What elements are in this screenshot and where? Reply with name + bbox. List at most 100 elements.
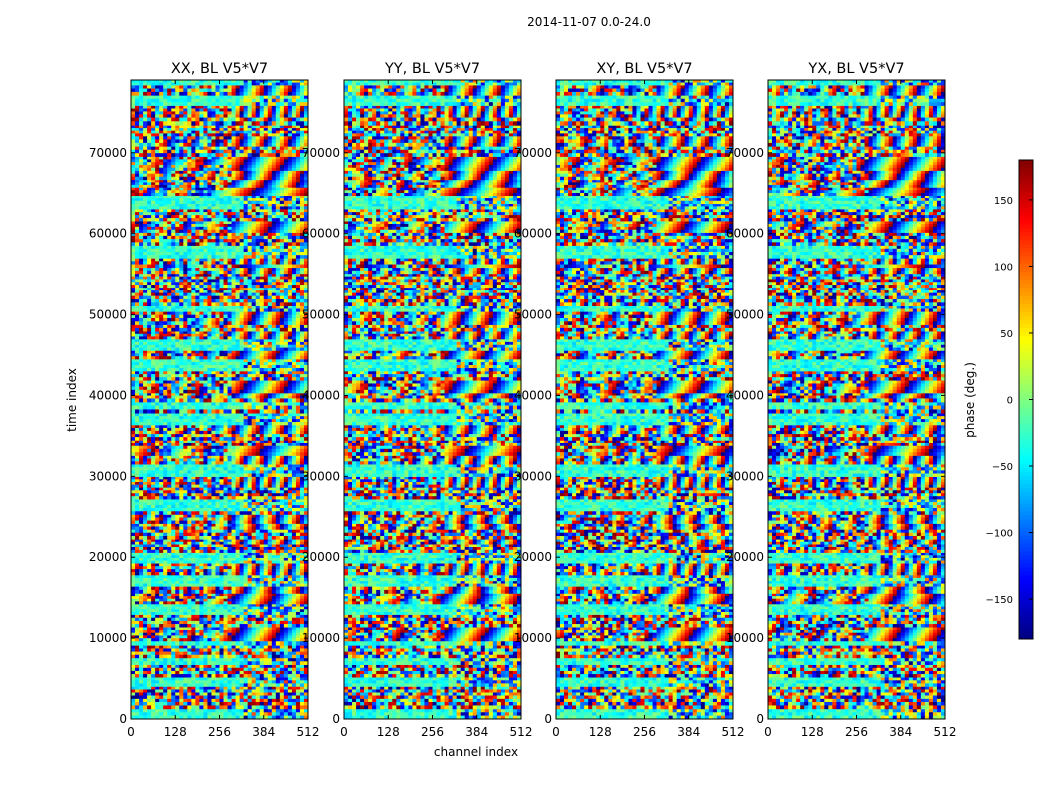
colorbar-segment (1019, 175, 1033, 181)
colorbar-segment (1019, 575, 1033, 580)
colorbar-segment (1019, 367, 1033, 372)
x-tick-label: 128 (377, 725, 400, 739)
colorbar-segment (1019, 559, 1033, 564)
colorbar-segment (1019, 619, 1033, 624)
colorbar-segment (1019, 435, 1033, 440)
colorbar-segment (1019, 171, 1033, 177)
colorbar-segment (1019, 243, 1033, 249)
colorbar-tick-label: 150 (994, 196, 1013, 207)
colorbar-segment (1019, 459, 1033, 464)
colorbar-tick-label: −100 (986, 529, 1013, 540)
panel-title: YY, BL V5*V7 (384, 61, 480, 77)
x-tick-label: 256 (845, 725, 868, 739)
colorbar-segment (1019, 615, 1033, 620)
x-tick-label: 512 (297, 725, 320, 739)
colorbar-segment (1019, 519, 1033, 524)
x-tick-label: 0 (340, 725, 348, 739)
colorbar-segment (1019, 259, 1033, 265)
heatmap-panels: XX, BL V5*V7 0 128 256 384 512 0 10000 20000 3000… (89, 61, 957, 739)
colorbar-segment (1019, 491, 1033, 496)
colorbar-segment (1019, 219, 1033, 225)
y-tick-label: 50000 (514, 308, 552, 322)
colorbar-segment (1019, 183, 1033, 189)
y-tick-label: 60000 (302, 227, 340, 241)
heatmap-image (556, 80, 733, 719)
colorbar-segment (1019, 411, 1033, 416)
colorbar-segment (1019, 327, 1033, 333)
colorbar-segment (1019, 547, 1033, 552)
colorbar-segment (1019, 495, 1033, 500)
colorbar-segment (1019, 163, 1033, 169)
colorbar-segment (1019, 343, 1033, 349)
colorbar-segment (1019, 263, 1033, 269)
colorbar-segment (1019, 483, 1033, 488)
colorbar-segment (1019, 275, 1033, 281)
y-tick-label: 10000 (514, 631, 552, 645)
colorbar-segment (1019, 471, 1033, 476)
colorbar-segment (1019, 347, 1033, 352)
x-tick-label: 128 (589, 725, 612, 739)
colorbar-segment (1019, 407, 1033, 412)
colorbar-tick-label: 100 (994, 262, 1013, 273)
colorbar-segment (1019, 375, 1033, 380)
colorbar-label: phase (deg.) (963, 362, 977, 438)
colorbar-segment (1019, 339, 1033, 345)
colorbar-segment (1019, 199, 1033, 205)
colorbar-segment (1019, 603, 1033, 608)
y-axis-label: time index (65, 368, 79, 432)
colorbar-segment (1019, 583, 1033, 588)
colorbar-segment (1019, 235, 1033, 241)
colorbar-segment (1019, 227, 1033, 233)
colorbar-segment (1019, 379, 1033, 384)
y-tick-label: 60000 (726, 227, 764, 241)
panel-title: XY, BL V5*V7 (596, 61, 692, 77)
colorbar-segment (1019, 383, 1033, 388)
colorbar-segment (1019, 359, 1033, 364)
colorbar-segment (1019, 487, 1033, 492)
colorbar-segment (1019, 351, 1033, 356)
colorbar-segment (1019, 447, 1033, 452)
colorbar-segment (1019, 391, 1033, 396)
colorbar-segment (1019, 267, 1033, 273)
colorbar-segment (1019, 207, 1033, 213)
y-tick-label: 70000 (302, 146, 340, 160)
colorbar-segment (1019, 223, 1033, 229)
y-tick-label: 10000 (89, 631, 127, 645)
colorbar-segment (1019, 303, 1033, 309)
colorbar-segment (1019, 523, 1033, 528)
colorbar-segment (1019, 631, 1033, 636)
colorbar-tick-label: 0 (1007, 396, 1013, 407)
colorbar-segment (1019, 203, 1033, 209)
colorbar-segment (1019, 591, 1033, 596)
y-tick-label: 30000 (726, 469, 764, 483)
colorbar-segment (1019, 507, 1033, 512)
colorbar-segment (1019, 503, 1033, 508)
colorbar-segment (1019, 395, 1033, 400)
y-tick-label: 0 (544, 712, 552, 726)
colorbar-tick-label: 50 (1000, 329, 1013, 340)
colorbar-segment (1019, 423, 1033, 428)
colorbar-segment (1019, 315, 1033, 321)
colorbar-segment (1019, 539, 1033, 544)
colorbar-segment (1019, 335, 1033, 341)
y-tick-label: 20000 (726, 550, 764, 564)
x-tick-label: 384 (252, 725, 275, 739)
colorbar-segment (1019, 419, 1033, 424)
colorbar-segment (1019, 283, 1033, 289)
y-tick-label: 30000 (302, 469, 340, 483)
colorbar-segment (1019, 363, 1033, 368)
colorbar-segment (1019, 535, 1033, 540)
y-tick-label: 40000 (514, 388, 552, 402)
colorbar-segment (1019, 623, 1033, 628)
colorbar-segment (1019, 571, 1033, 576)
colorbar-segment (1019, 587, 1033, 592)
y-tick-label: 20000 (302, 550, 340, 564)
colorbar-segment (1019, 160, 1033, 165)
colorbar-segment (1019, 279, 1033, 285)
x-tick-label: 0 (764, 725, 772, 739)
colorbar-segment (1019, 499, 1033, 504)
colorbar-segment (1019, 319, 1033, 325)
colorbar-segment (1019, 599, 1033, 604)
colorbar-segment (1019, 215, 1033, 221)
